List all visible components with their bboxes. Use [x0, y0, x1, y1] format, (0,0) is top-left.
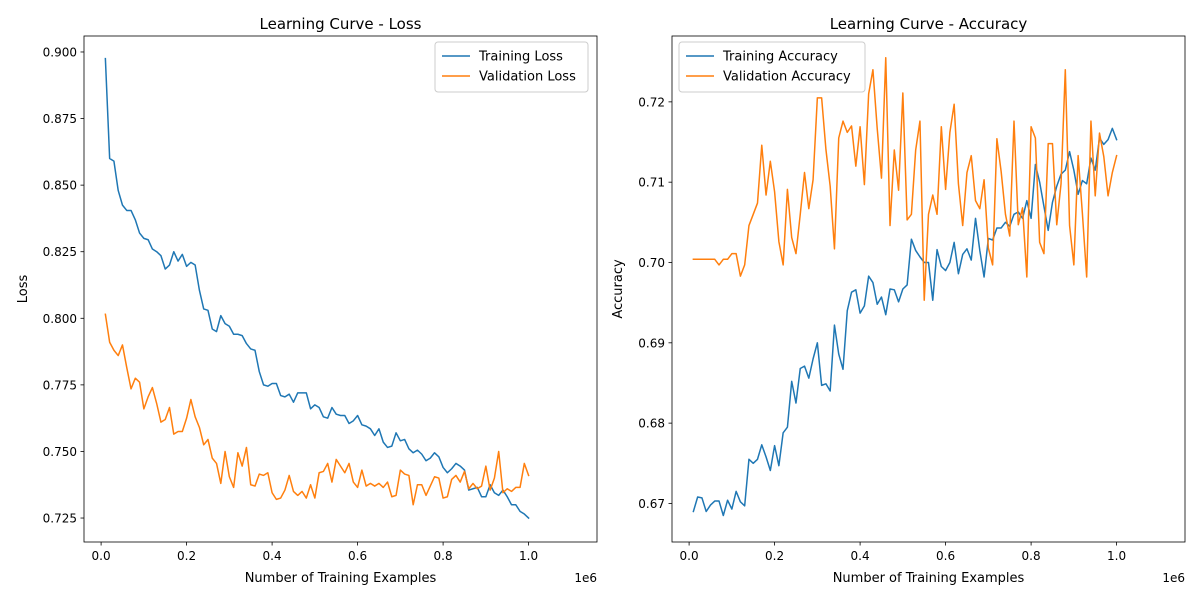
chart-title: Learning Curve - Loss [260, 15, 422, 33]
x-tick-label: 0.8 [1022, 549, 1041, 563]
x-axis-label: Number of Training Examples [245, 571, 437, 586]
axes-frame [671, 35, 1186, 543]
x-tick-label: 0.4 [851, 549, 870, 563]
x-tick-label: 0.6 [348, 549, 367, 563]
chart-title: Learning Curve - Accuracy [830, 15, 1028, 33]
series-line-training-accuracy [692, 127, 1118, 517]
y-tick-label: 0.70 [638, 256, 665, 270]
y-tick-label: 0.71 [638, 176, 665, 190]
y-tick-label: 0.900 [43, 45, 77, 59]
x-tick-label: 1.0 [1107, 549, 1126, 563]
x-tick-label: 0.0 [92, 549, 111, 563]
x-offset-label: 1e6 [1162, 571, 1185, 585]
series-line-validation-accuracy [692, 56, 1118, 301]
y-tick-label: 0.825 [43, 245, 77, 259]
x-tick-label: 0.0 [680, 549, 699, 563]
y-tick-label: 0.850 [43, 179, 77, 193]
legend-label: Training Loss [478, 50, 563, 65]
x-tick-label: 0.8 [434, 549, 453, 563]
x-axis-label: Number of Training Examples [833, 571, 1025, 586]
series-line-validation-loss [104, 313, 530, 506]
y-tick-label: 0.875 [43, 112, 77, 126]
x-tick-label: 1.0 [519, 549, 538, 563]
y-tick-label: 0.72 [638, 95, 665, 109]
y-axis-label: Accuracy [611, 259, 626, 319]
legend-label: Training Accuracy [722, 50, 838, 65]
x-tick-label: 0.4 [263, 549, 282, 563]
accuracy-chart: 0.0 0.2 0.4 0.6 0.8 1.0 1e6 0.67 0.68 0.69 0.70 0.7… [611, 15, 1186, 586]
legend-label: Validation Accuracy [723, 70, 851, 85]
x-tick-label: 0.6 [936, 549, 955, 563]
y-tick-label: 0.800 [43, 312, 77, 326]
y-tick-label: 0.725 [43, 512, 77, 526]
x-offset-label: 1e6 [574, 571, 597, 585]
y-tick-label: 0.69 [638, 336, 665, 350]
legend-label: Validation Loss [479, 70, 576, 85]
x-tick-label: 0.2 [177, 549, 196, 563]
y-axis-label: Loss [16, 275, 31, 304]
y-tick-label: 0.67 [638, 497, 665, 511]
axes-frame [83, 35, 598, 543]
y-tick-label: 0.775 [43, 378, 77, 392]
y-tick-label: 0.750 [43, 445, 77, 459]
legend-box [434, 41, 589, 93]
y-tick-label: 0.68 [638, 417, 665, 431]
x-tick-label: 0.2 [765, 549, 784, 563]
loss-chart: 0.0 0.2 0.4 0.6 0.8 1.0 1e6 0.725 0.750 0.775 0.80… [16, 15, 598, 586]
legend-box [678, 41, 866, 93]
series-line-training-loss [104, 57, 530, 520]
